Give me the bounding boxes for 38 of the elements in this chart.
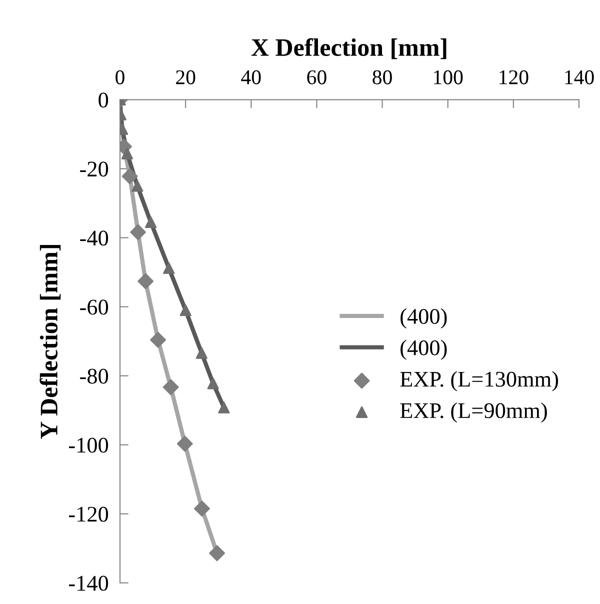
point xyxy=(176,436,193,452)
point xyxy=(180,304,192,316)
point xyxy=(162,379,179,396)
x-tick-label: 80 xyxy=(372,70,392,84)
x-tick-label: 100 xyxy=(434,70,463,84)
y-tick-label: 0 xyxy=(98,92,108,108)
point xyxy=(163,262,175,274)
point xyxy=(144,216,157,228)
legend-label: EXP. (L=90mm) xyxy=(400,402,547,423)
x-tick-label: 140 xyxy=(565,70,594,84)
legend-label: (400) xyxy=(400,308,447,328)
legend-label: EXP. (L=130mm) xyxy=(400,371,558,392)
y-tick-label: -120 xyxy=(68,506,108,522)
x-tick-label: 40 xyxy=(241,70,261,84)
x-tick-label: 0 xyxy=(116,70,124,84)
legend-label: (400) xyxy=(400,340,447,360)
point xyxy=(196,347,208,359)
y-tick-label: -140 xyxy=(68,576,108,591)
point xyxy=(132,180,144,192)
point xyxy=(194,500,210,517)
x-axis-title: X Deflection [mm] xyxy=(251,38,446,60)
point xyxy=(121,148,134,160)
y-tick-label: -40 xyxy=(80,230,108,246)
point xyxy=(138,273,154,290)
y-tick-label: -20 xyxy=(80,162,108,177)
y-tick-label: -60 xyxy=(80,300,108,315)
point xyxy=(207,378,219,390)
point xyxy=(122,168,138,184)
point xyxy=(218,402,230,414)
point xyxy=(209,545,226,562)
x-tick-label: 60 xyxy=(307,70,326,84)
point xyxy=(150,332,166,348)
point xyxy=(130,224,146,240)
y-tick-label: -100 xyxy=(68,438,108,453)
x-tick-label: 120 xyxy=(500,70,528,84)
x-tick-label: 20 xyxy=(176,70,196,84)
y-axis-title: Y Deflection [mm] xyxy=(40,245,61,439)
y-tick-label: -80 xyxy=(80,368,108,384)
